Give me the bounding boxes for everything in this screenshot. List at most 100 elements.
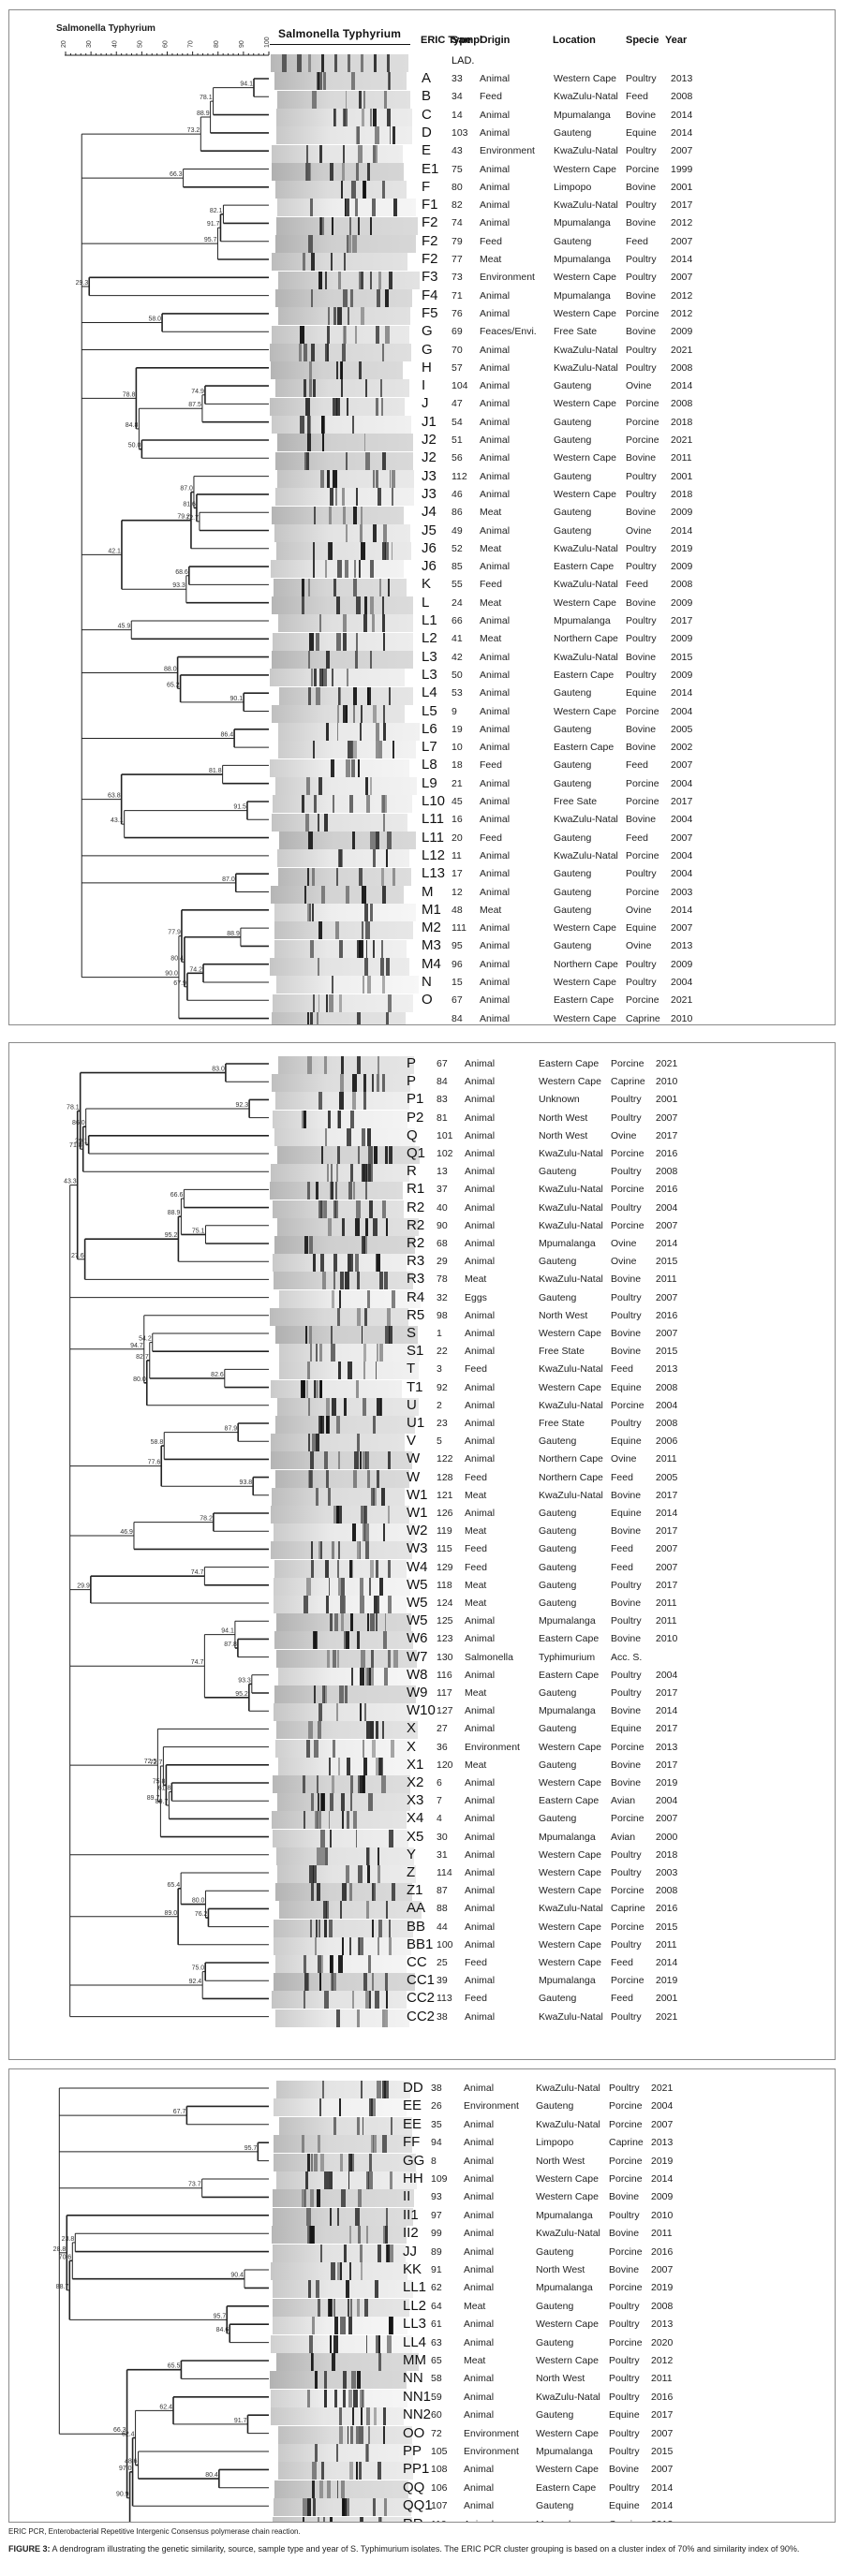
gel-band [343,253,347,272]
gel-band [392,1883,395,1902]
gel-band [321,434,325,452]
node-similarity-label: 93.3 [172,582,185,589]
gel-band [340,2153,344,2171]
gel-band [329,994,334,1012]
gel-band [331,758,335,777]
gel-band [349,2262,352,2280]
gel-band [363,1236,367,1254]
gel-band [334,1200,339,1218]
origin: Meat [480,507,502,519]
specie: Bovine [611,1489,642,1501]
gel-band [314,1936,317,1955]
location: KwaZulu-Natal [539,1273,603,1286]
location: Gauteng [539,1166,577,1178]
year: 2019 [656,1777,678,1788]
gel-band [331,1182,334,1200]
location: Western Cape [554,488,616,500]
gel-band [365,2171,369,2189]
gel-band [377,1056,380,1074]
origin: Animal [465,1867,496,1878]
gel-lane [277,434,414,452]
figure-label: FIGURE 3: [8,2544,51,2554]
gel-band [354,1254,359,1273]
gel-band [384,2009,389,2027]
gel-band [361,1164,365,1183]
year: 2016 [651,2391,674,2403]
gel-band [319,216,323,235]
year: 2005 [656,1471,678,1483]
node-similarity-label: 43.1 [111,817,124,824]
gel-band [350,2425,354,2444]
specie: Poultry [626,669,657,681]
gel-band [363,1362,366,1380]
gel-band [340,1577,345,1596]
gel-lane [274,2498,411,2517]
abbreviation-note: ERIC PCR, Enterobacterial Repetitive Int… [8,2527,301,2536]
specie: Porcine [611,1058,644,1069]
gel-title-underline [270,44,410,45]
eric-type: F3 [422,269,438,286]
origin: Animal [464,2409,495,2421]
gel-band [329,488,333,507]
sample-number: 50 [452,669,463,681]
node-similarity-label: 92.3 [235,1102,248,1109]
specie: Avian [611,1831,636,1843]
location: Gauteng [536,2300,574,2312]
gel-band [317,2189,320,2208]
sample-number: 67 [452,994,463,1007]
gel-band [363,90,365,109]
node-similarity-label: 78.2 [200,1516,213,1523]
location: Northern Cape [554,958,618,970]
eric-type: NN2 [403,2407,432,2423]
gel-band [362,2116,364,2135]
specie: Ovine [611,1238,637,1249]
sample-number: 65 [431,2355,442,2366]
eric-type: HH [403,2171,423,2186]
gel-lane [273,2317,407,2335]
sample-number: 109 [431,2173,448,2185]
sample-number: 82 [452,199,463,212]
gel-band [367,2425,370,2444]
specie: Poultry [626,199,657,212]
gel-band [375,741,379,759]
sample-number: 105 [431,2446,448,2457]
node-similarity-label: 82.1 [210,208,223,214]
origin: Environment [465,1741,520,1753]
scale-tick-label: 60 [163,40,170,48]
figure-panel-2: 92.3 87.8 82.6 54.2 78.2 61.8 89.7 82.7 94.1 75.8… [8,1042,836,2060]
gel-lane [270,669,405,687]
eric-type: J6 [422,539,437,556]
gel-band [350,1613,354,1632]
specie: Caprine [609,2519,644,2522]
eric-type: F2 [422,214,438,231]
sample-number: 90 [437,1219,448,1231]
gel-band [357,758,360,777]
gel-band [353,1469,357,1488]
gel-band [387,1307,392,1326]
node-similarity-label: 81.6 [183,501,196,508]
specie: Porcine [626,307,659,319]
gel-band [307,1721,313,1740]
gel-band [319,1344,322,1362]
location: Western Cape [539,1777,601,1788]
gel-band [326,723,330,742]
year: 2007 [671,145,693,157]
sample-number: 39 [437,1975,448,1987]
gel-lane [270,758,409,777]
eric-type: J6 [422,558,437,575]
gel-band [361,1236,366,1254]
gel-band [369,1667,371,1685]
location: Gauteng [554,380,592,392]
eric-type: L11 [422,811,444,828]
gel-band [335,1164,338,1183]
dendrogram-scale-title: Salmonella Typhyrium [56,23,155,34]
gel-band [373,1146,378,1164]
gel-band [360,1703,363,1722]
location: Western Cape [554,977,616,988]
gel-band [338,2407,342,2426]
location: Western Cape [536,2427,599,2439]
gel-band [339,2317,345,2335]
gel-lane [277,2462,413,2480]
origin: Animal [464,2155,495,2167]
gel-band [354,199,359,217]
